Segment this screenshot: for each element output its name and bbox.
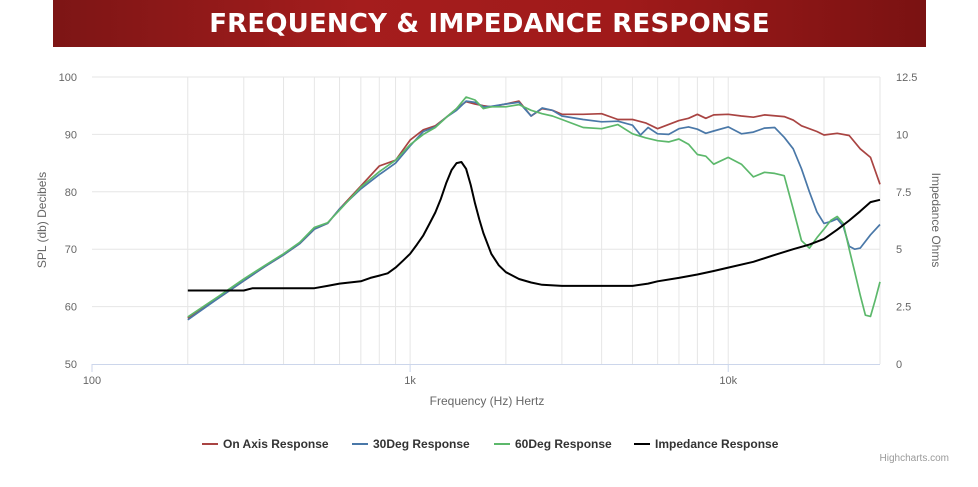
legend-label: On Axis Response [223, 437, 329, 451]
series-line-deg30 [187, 100, 881, 321]
y2-tick-label: 7.5 [896, 187, 911, 199]
y2-axis-title: Impedance Ohms [929, 173, 943, 268]
chart-title: FREQUENCY & IMPEDANCE RESPONSE [209, 8, 770, 39]
y2-tick-label: 2.5 [896, 302, 911, 314]
legend-item-impedance[interactable]: Impedance Response [634, 437, 779, 451]
legend: On Axis Response 30Deg Response 60Deg Resp… [202, 437, 779, 451]
y2-tick-label: 12.5 [896, 72, 917, 84]
chart-title-banner: FREQUENCY & IMPEDANCE RESPONSE [53, 0, 926, 47]
legend-item-deg30[interactable]: 30Deg Response [352, 437, 470, 451]
y-tick-label: 70 [65, 244, 77, 256]
y-axis-title: SPL (db) Decibels [35, 172, 49, 268]
x-tick-label: 10k [719, 375, 737, 387]
y-tick-label: 90 [65, 129, 77, 141]
series-line-on_axis [187, 100, 881, 319]
series-lines [187, 96, 881, 321]
y-tick-label: 60 [65, 302, 77, 314]
y-tick-label: 50 [65, 359, 77, 371]
grid-lines [92, 76, 881, 364]
legend-label: 60Deg Response [515, 437, 612, 451]
y2-tick-label: 5 [896, 244, 902, 256]
y2-tick-label: 0 [896, 359, 902, 371]
legend-item-on_axis[interactable]: On Axis Response [202, 437, 329, 451]
series-line-deg60 [187, 96, 881, 318]
y-tick-label: 80 [65, 187, 77, 199]
axes: 50 60 70 80 90 100 0 2.5 5 7.5 10 12.5 100 1k 10k [59, 72, 918, 387]
x-tick-label: 100 [83, 375, 101, 387]
series-line-impedance [187, 161, 881, 292]
legend-item-deg60[interactable]: 60Deg Response [494, 437, 612, 451]
x-axis-title: Frequency (Hz) Hertz [430, 394, 545, 408]
legend-label: Impedance Response [655, 437, 779, 451]
y2-tick-label: 10 [896, 129, 908, 141]
x-tick-label: 1k [404, 375, 416, 387]
y-tick-label: 100 [59, 72, 77, 84]
credit-link[interactable]: Highcharts.com [879, 453, 949, 464]
legend-label: 30Deg Response [373, 437, 470, 451]
